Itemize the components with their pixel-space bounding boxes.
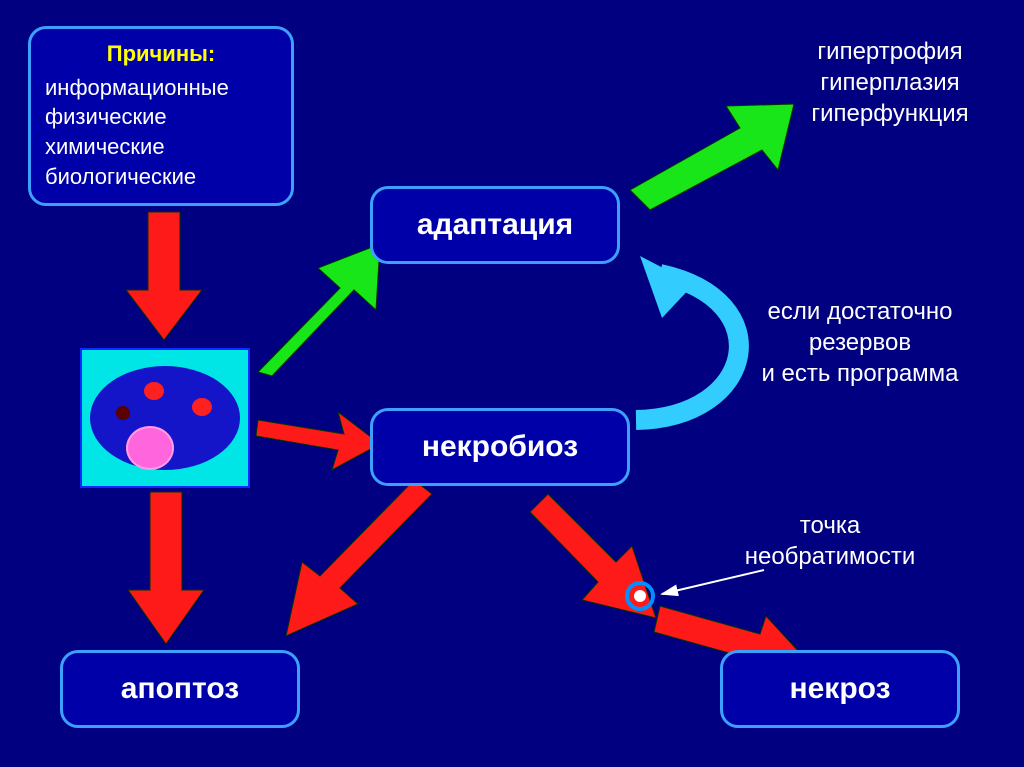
node-label: некроз xyxy=(790,672,891,706)
node-label: адаптация xyxy=(417,208,573,242)
causes-box: Причины: информационные физические химич… xyxy=(28,26,294,206)
cell-illustration xyxy=(80,348,250,488)
annotation-line: точка xyxy=(700,510,960,541)
annotation-hyper: гипертрофия гиперплазия гиперфункция xyxy=(760,36,1020,130)
arrow-necrobiosis-to-adaptation-head xyxy=(640,256,694,318)
annotation-reserve: если достаточно резервов и есть программ… xyxy=(720,296,1000,390)
annotation-line: гипертрофия xyxy=(760,36,1020,67)
irreversibility-center xyxy=(634,590,646,602)
arrow-cell-to-apoptosis xyxy=(128,492,204,644)
arrow-label-to-point xyxy=(662,570,764,594)
arrow-causes-to-cell xyxy=(126,212,202,340)
annotation-line: резервов xyxy=(720,327,1000,358)
node-apoptosis: апоптоз xyxy=(60,650,300,728)
diagram-stage: Причины: информационные физические химич… xyxy=(0,0,1024,767)
causes-item: биологические xyxy=(45,162,196,192)
node-label: некробиоз xyxy=(422,430,578,464)
annotation-line: гиперплазия xyxy=(760,67,1020,98)
causes-item: информационные xyxy=(45,73,229,103)
node-necrosis: некроз xyxy=(720,650,960,728)
node-label: апоптоз xyxy=(121,672,239,706)
causes-item: физические xyxy=(45,102,167,132)
annotation-point: точка необратимости xyxy=(700,510,960,572)
arrow-necrobiosis-to-point xyxy=(530,494,656,618)
annotation-line: гиперфункция xyxy=(760,98,1020,129)
annotation-line: необратимости xyxy=(700,541,960,572)
node-necrobiosis: некробиоз xyxy=(370,408,630,486)
causes-title: Причины: xyxy=(107,39,215,69)
arrow-cell-to-necrobiosis xyxy=(256,412,380,470)
arrow-necrobiosis-to-apoptosis xyxy=(286,480,432,636)
causes-item: химические xyxy=(45,132,165,162)
annotation-line: и есть программа xyxy=(720,358,1000,389)
annotation-line: если достаточно xyxy=(720,296,1000,327)
irreversibility-ring xyxy=(627,583,653,609)
node-adaptation: адаптация xyxy=(370,186,620,264)
arrow-cell-to-adaptation xyxy=(258,244,380,376)
